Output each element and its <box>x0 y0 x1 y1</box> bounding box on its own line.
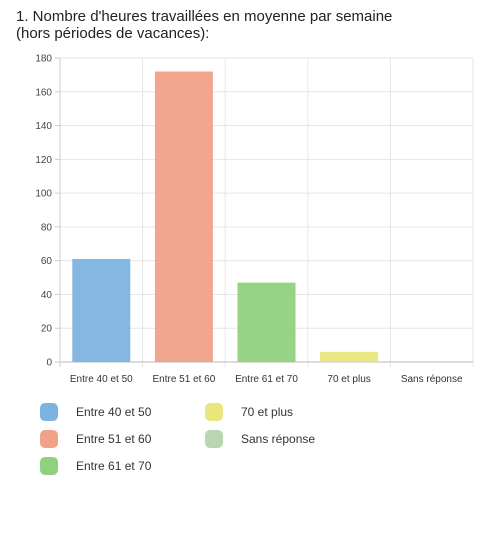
y-tick-label: 140 <box>35 121 52 132</box>
y-tick-label: 100 <box>35 189 52 200</box>
legend-item[interactable]: 70 et plus <box>205 402 293 422</box>
legend-swatch <box>40 430 58 448</box>
x-tick-label: Sans réponse <box>401 374 463 385</box>
legend-swatch <box>205 430 223 448</box>
y-tick-label: 40 <box>41 290 53 301</box>
legend-label: Entre 40 et 50 <box>76 405 152 419</box>
chart-title: 1. Nombre d'heures travaillées en moyenn… <box>16 8 486 42</box>
legend-item[interactable]: Sans réponse <box>205 429 315 449</box>
bar-chart: 0 20 40 60 80 100 120 140 160 180 Entre 40 et 50 En… <box>35 54 474 385</box>
bar[interactable] <box>237 282 296 362</box>
legend-label: 70 et plus <box>241 405 294 419</box>
x-tick-label: Entre 40 et 50 <box>70 374 133 385</box>
legend-swatch <box>40 457 58 475</box>
legend-label: Entre 61 et 70 <box>76 459 152 473</box>
legend-item[interactable]: Entre 40 et 50 <box>40 402 151 422</box>
legend-item[interactable]: Entre 51 et 60 <box>40 429 151 449</box>
legend-swatch <box>205 403 223 421</box>
bar[interactable] <box>320 351 379 362</box>
legend-label: Sans réponse <box>241 432 316 446</box>
y-tick-label: 60 <box>41 256 53 267</box>
y-tick-label: 80 <box>41 222 53 233</box>
legend-item[interactable]: Entre 61 et 70 <box>40 456 151 476</box>
legend-swatch <box>40 403 58 421</box>
legend-label: Entre 51 et 60 <box>76 432 152 446</box>
chart-title-line-1: 1. Nombre d'heures travaillées en moyenn… <box>16 8 393 25</box>
x-tick-label: Entre 51 et 60 <box>152 374 215 385</box>
x-tick-label: 70 et plus <box>327 374 370 385</box>
y-tick-label: 160 <box>35 87 52 98</box>
y-tick-label: 0 <box>46 358 52 369</box>
x-tick-label: Entre 61 et 70 <box>235 374 298 385</box>
y-tick-label: 20 <box>41 324 53 335</box>
bar[interactable] <box>72 258 131 362</box>
bar[interactable] <box>154 71 213 362</box>
chart-title-line-2: (hors périodes de vacances): <box>16 25 210 42</box>
y-tick-label: 120 <box>35 155 52 166</box>
chart-legend: Entre 40 et 50 Entre 51 et 60 Entre 61 et … <box>40 402 440 482</box>
y-tick-label: 180 <box>35 54 52 65</box>
